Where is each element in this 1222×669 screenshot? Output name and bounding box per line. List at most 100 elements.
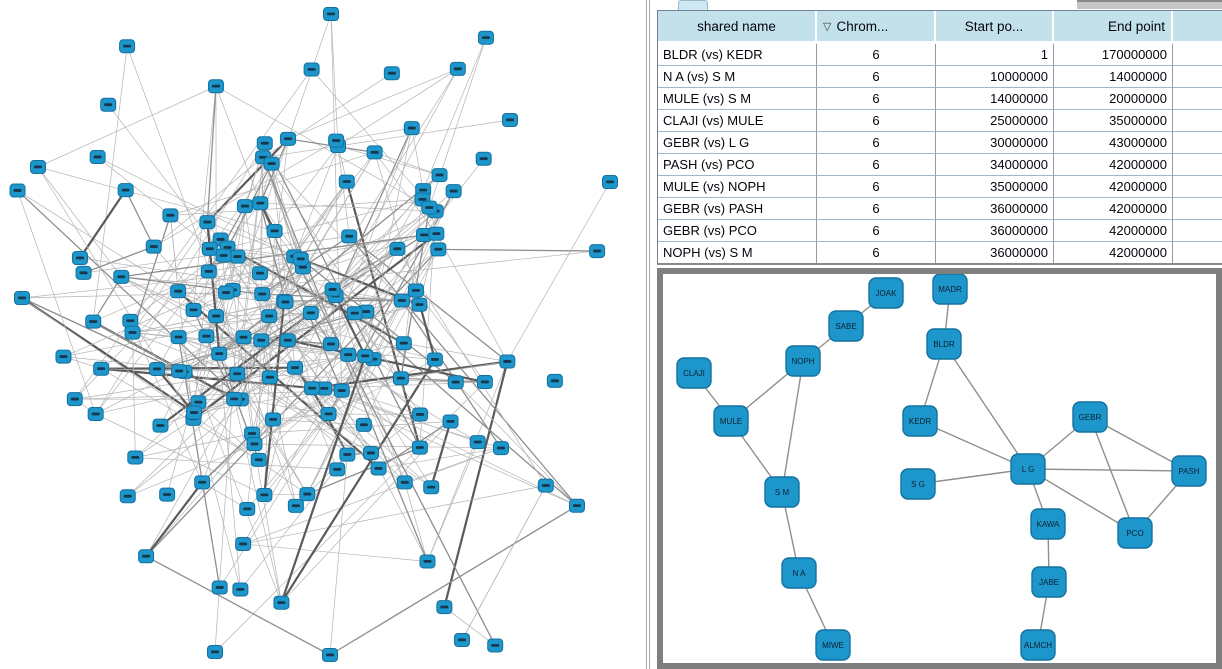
network-node[interactable] xyxy=(416,227,433,242)
cell-shared_name[interactable]: MULE (vs) NOPH xyxy=(658,176,817,198)
network-node[interactable] xyxy=(127,450,144,465)
network-edge[interactable] xyxy=(329,454,348,656)
network-edge[interactable] xyxy=(430,421,452,488)
table-row[interactable]: CLAJI (vs) MULE625000000350000005.9 xyxy=(658,110,1222,132)
network-edge[interactable] xyxy=(332,207,430,290)
network-edge[interactable] xyxy=(218,206,246,354)
network-edge[interactable] xyxy=(145,555,331,656)
network-node[interactable] xyxy=(226,391,243,406)
network-node[interactable] xyxy=(537,478,554,493)
graph-edge[interactable] xyxy=(1089,416,1136,534)
network-node[interactable] xyxy=(423,480,440,495)
table-row[interactable]: PASH (vs) PCO6340000004200000011.4 xyxy=(658,154,1222,176)
network-node[interactable] xyxy=(138,549,155,564)
network-node[interactable] xyxy=(256,136,273,151)
network-edge[interactable] xyxy=(156,289,333,370)
network-node[interactable] xyxy=(476,375,493,390)
graph-node-sabe[interactable]: SABE xyxy=(828,310,864,342)
cell-end[interactable]: 170000000 xyxy=(1054,44,1173,66)
network-node[interactable] xyxy=(124,325,141,340)
network-node[interactable] xyxy=(279,333,296,348)
network-node[interactable] xyxy=(449,61,466,76)
network-node[interactable] xyxy=(602,175,618,189)
network-edge[interactable] xyxy=(206,86,217,223)
cell-end[interactable]: 42000000 xyxy=(1054,154,1173,176)
network-node[interactable] xyxy=(303,62,320,77)
network-edge[interactable] xyxy=(261,152,375,295)
network-edge[interactable] xyxy=(17,190,96,415)
network-edge[interactable] xyxy=(293,181,348,257)
cell-chromosome[interactable]: 6 xyxy=(817,88,936,110)
network-edge[interactable] xyxy=(206,143,266,337)
network-edge[interactable] xyxy=(254,68,459,445)
cell-start[interactable]: 14000000 xyxy=(936,88,1054,110)
network-node[interactable] xyxy=(122,313,139,328)
cell-shared_name[interactable]: NOPH (vs) S M xyxy=(658,242,817,263)
network-node[interactable] xyxy=(396,475,413,490)
network-edge[interactable] xyxy=(300,258,402,301)
network-node[interactable] xyxy=(246,437,263,452)
network-node[interactable] xyxy=(475,151,492,166)
network-edge[interactable] xyxy=(354,312,578,507)
network-node[interactable] xyxy=(502,113,518,127)
network-node[interactable] xyxy=(323,7,339,21)
cell-genetic[interactable]: 7.5 xyxy=(1173,88,1222,110)
network-node[interactable] xyxy=(436,600,453,615)
network-edge[interactable] xyxy=(337,145,440,176)
network-edge[interactable] xyxy=(237,256,421,415)
table-row[interactable]: NOPH (vs) S M636000000420000009.9 xyxy=(658,242,1222,263)
network-node[interactable] xyxy=(93,361,110,376)
network-edge[interactable] xyxy=(135,433,253,458)
network-node[interactable] xyxy=(266,223,283,238)
network-edge[interactable] xyxy=(348,235,578,507)
network-edge[interactable] xyxy=(335,210,436,297)
network-node[interactable] xyxy=(395,336,412,351)
network-edge[interactable] xyxy=(156,368,195,414)
network-edge[interactable] xyxy=(260,145,339,341)
graph-node-kedr[interactable]: KEDR xyxy=(902,405,938,437)
network-node[interactable] xyxy=(201,241,218,256)
cell-chromosome[interactable]: 6 xyxy=(817,198,936,220)
network-node[interactable] xyxy=(412,407,429,422)
network-node[interactable] xyxy=(75,265,92,280)
network-node[interactable] xyxy=(329,462,346,477)
graph-node-bldr[interactable]: BLDR xyxy=(926,328,962,360)
network-edge[interactable] xyxy=(132,221,208,333)
network-edge[interactable] xyxy=(243,447,502,545)
network-node[interactable] xyxy=(185,302,202,317)
network-edge[interactable] xyxy=(438,248,598,252)
network-edge[interactable] xyxy=(254,443,502,449)
network-node[interactable] xyxy=(333,383,350,398)
cell-end[interactable]: 43000000 xyxy=(1054,132,1173,154)
cell-chromosome[interactable]: 6 xyxy=(817,132,936,154)
network-node[interactable] xyxy=(253,333,270,348)
network-edge[interactable] xyxy=(193,86,217,310)
network-node[interactable] xyxy=(277,295,294,310)
network-edge[interactable] xyxy=(37,166,275,232)
network-node[interactable] xyxy=(358,304,375,319)
network-node[interactable] xyxy=(442,414,459,429)
network-edge[interactable] xyxy=(236,373,308,495)
network-edge[interactable] xyxy=(335,295,402,379)
network-node[interactable] xyxy=(383,66,400,81)
network-edge[interactable] xyxy=(337,68,458,147)
network-edge[interactable] xyxy=(287,68,458,140)
network-node[interactable] xyxy=(66,392,83,407)
cell-chromosome[interactable]: 6 xyxy=(817,44,936,66)
network-node[interactable] xyxy=(256,487,273,502)
network-edge[interactable] xyxy=(145,398,235,557)
network-edge[interactable] xyxy=(403,342,508,362)
network-edge[interactable] xyxy=(400,361,508,379)
network-edge[interactable] xyxy=(330,128,413,345)
network-edge[interactable] xyxy=(455,382,578,506)
network-node[interactable] xyxy=(207,645,223,659)
network-node[interactable] xyxy=(229,249,246,264)
network-edge[interactable] xyxy=(100,368,259,461)
network-edge[interactable] xyxy=(37,85,217,168)
network-edge[interactable] xyxy=(334,127,413,297)
network-edge[interactable] xyxy=(287,340,421,448)
network-edge[interactable] xyxy=(274,230,285,302)
network-node[interactable] xyxy=(546,373,563,388)
graph-node-joak[interactable]: JOAK xyxy=(868,277,904,309)
network-node[interactable] xyxy=(366,145,383,160)
